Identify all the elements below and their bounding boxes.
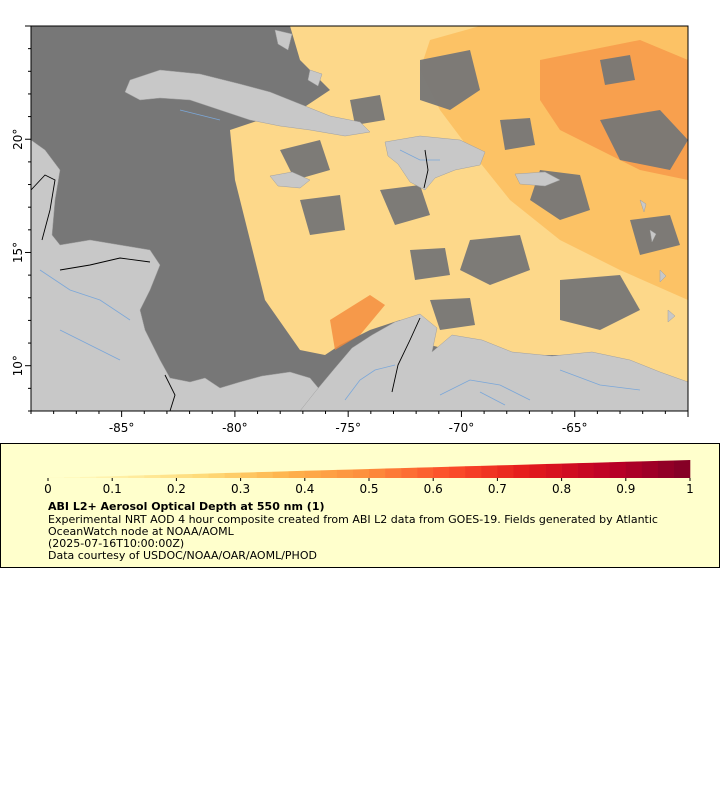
central-america-land bbox=[31, 139, 321, 411]
colorbar-segment bbox=[609, 461, 627, 478]
colorbar-segment bbox=[369, 468, 386, 478]
colorbar-tick-label: 0.9 bbox=[616, 482, 635, 496]
x-tick-label: -75° bbox=[335, 421, 361, 435]
legend-title: ABI L2+ Aerosol Optical Depth at 550 nm … bbox=[48, 500, 325, 513]
bahamas-land bbox=[274, 29, 323, 87]
lesser-antilles-land bbox=[639, 199, 676, 323]
colorbar-segment bbox=[128, 475, 145, 478]
colorbar-segment bbox=[673, 460, 691, 478]
colorbar-segment bbox=[657, 460, 675, 478]
colorbar-segment bbox=[561, 463, 578, 478]
colorbar-tick-label: 0.3 bbox=[231, 482, 250, 496]
colorbar-segment bbox=[401, 467, 418, 478]
aod-field-high-coast bbox=[330, 295, 385, 350]
rivers bbox=[39, 109, 641, 406]
colorbar-segment bbox=[144, 474, 161, 478]
colorbar-segment bbox=[513, 464, 530, 478]
south-america-land bbox=[299, 313, 688, 411]
colorbar-segment bbox=[545, 463, 562, 478]
x-tick-label: -65° bbox=[562, 421, 588, 435]
colorbar-segment bbox=[80, 476, 97, 478]
border-honduras-nicaragua bbox=[59, 257, 151, 271]
colorbar-segment bbox=[304, 470, 322, 478]
map-frame bbox=[30, 25, 689, 412]
nodata-gaps bbox=[280, 50, 688, 330]
colorbar-segment bbox=[497, 464, 514, 478]
hispaniola-land bbox=[384, 135, 486, 191]
border-haiti-dr bbox=[423, 149, 429, 189]
colorbar-segment bbox=[336, 469, 354, 478]
colorbar-segment bbox=[224, 472, 241, 478]
colorbar-segment bbox=[593, 462, 611, 478]
land-masses bbox=[31, 29, 688, 411]
legend-timestamp: (2025-07-16T10:00:00Z) bbox=[48, 537, 185, 550]
colorbar-tick-label: 1 bbox=[686, 482, 694, 496]
colorbar-segment bbox=[208, 473, 225, 478]
legend-panel: 0 0.1 0.2 0.3 0.4 0.5 0.6 0.7 0.8 0.9 1 ABI L2+ Ae… bbox=[0, 443, 720, 568]
colorbar-segment bbox=[625, 461, 643, 478]
colorbar-tick-label: 0.1 bbox=[103, 482, 122, 496]
colorbar-segment bbox=[96, 476, 113, 478]
map-figure: -85° -80° -75° -70° -65° 20° 15° 10° bbox=[11, 25, 689, 435]
colorbar-segment bbox=[481, 465, 498, 478]
colorbar-segment bbox=[529, 464, 546, 478]
colorbar-segment bbox=[417, 467, 434, 478]
border-mexico-guatemala bbox=[31, 174, 56, 241]
colorbar-tick-label: 0.4 bbox=[295, 482, 314, 496]
colorbar-segment bbox=[577, 462, 594, 478]
puerto-rico-land bbox=[514, 171, 561, 187]
colorbar-segment bbox=[176, 473, 193, 478]
colorbar-segment bbox=[256, 471, 273, 478]
colorbar-tick-label: 0 bbox=[44, 482, 52, 496]
aod-field bbox=[230, 26, 688, 395]
borders bbox=[31, 149, 429, 411]
colorbar-tick-label: 0.8 bbox=[552, 482, 571, 496]
jamaica-land bbox=[269, 171, 311, 189]
colorbar-tick-label: 0.7 bbox=[488, 482, 507, 496]
cuba-land bbox=[124, 69, 371, 137]
colorbar-segment bbox=[465, 465, 482, 478]
colorbar-segment bbox=[112, 475, 129, 478]
colorbar-tick-label: 0.6 bbox=[424, 482, 443, 496]
x-tick-label: -70° bbox=[449, 421, 475, 435]
colorbar-segment bbox=[288, 470, 306, 478]
colorbar-segment bbox=[320, 469, 338, 478]
colorbar-segment bbox=[160, 474, 177, 478]
colorbar-segment bbox=[192, 473, 209, 478]
colorbar-tick-label: 0.2 bbox=[167, 482, 186, 496]
y-tick-label: 15° bbox=[11, 242, 25, 263]
colorbar-segment bbox=[64, 477, 81, 478]
colorbar-segment bbox=[272, 471, 290, 478]
colorbar: 0 0.1 0.2 0.3 0.4 0.5 0.6 0.7 0.8 0.9 1 bbox=[44, 460, 694, 496]
border-costa-rica-panama bbox=[164, 374, 176, 411]
y-tick-label: 10° bbox=[11, 355, 25, 376]
legend-credit: Data courtesy of USDOC/NOAA/OAR/AOML/PHO… bbox=[48, 549, 317, 562]
colorbar-segment bbox=[385, 468, 402, 478]
legend-description: Experimental NRT AOD 4 hour composite cr… bbox=[48, 513, 658, 538]
colorbar-segment bbox=[433, 466, 450, 478]
colorbar-segment bbox=[641, 460, 659, 478]
border-colombia-venezuela bbox=[391, 317, 421, 393]
y-tick-label: 20° bbox=[11, 129, 25, 150]
colorbar-segment bbox=[449, 466, 466, 478]
axis-ticks: -85° -80° -75° -70° -65° 20° 15° 10° bbox=[11, 25, 689, 435]
colorbar-segment bbox=[352, 469, 370, 478]
colorbar-segment bbox=[48, 477, 65, 478]
colorbar-segment bbox=[240, 472, 257, 478]
x-tick-label: -80° bbox=[222, 421, 248, 435]
x-tick-label: -85° bbox=[109, 421, 135, 435]
colorbar-tick-label: 0.5 bbox=[359, 482, 378, 496]
